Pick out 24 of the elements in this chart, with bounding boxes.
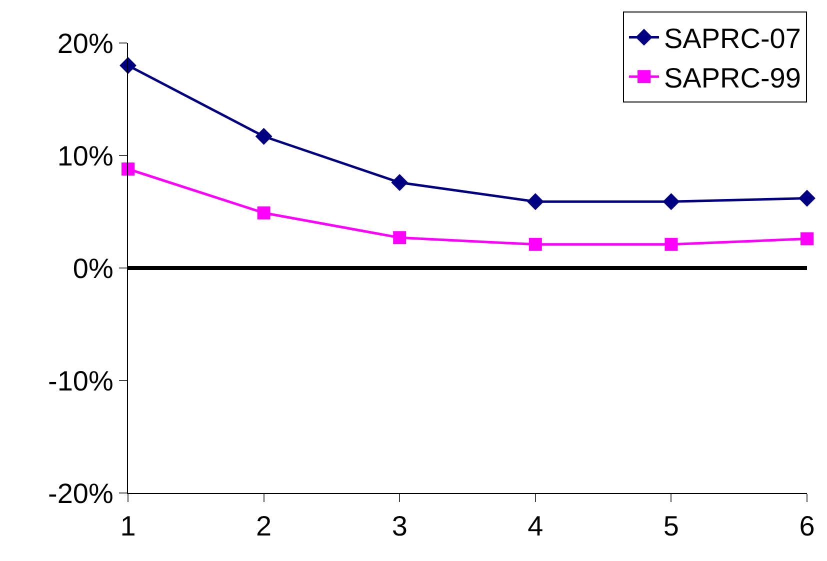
point — [800, 232, 814, 246]
point — [257, 206, 270, 220]
point — [528, 238, 542, 251]
point — [122, 162, 134, 176]
point — [391, 174, 408, 191]
y-tick-label: -10% — [48, 365, 114, 396]
point — [393, 231, 406, 244]
x-tick-label: 5 — [663, 510, 679, 542]
x-tick-label: 3 — [392, 510, 408, 542]
y-tick-label: 0% — [72, 252, 114, 284]
x-tick-label: 1 — [120, 510, 136, 542]
x-tick-label: 4 — [528, 510, 544, 542]
y-tick-label: 20% — [57, 28, 114, 59]
x-tick-label: 2 — [256, 510, 272, 542]
point — [526, 193, 544, 210]
legend-label: SAPRC-07 — [664, 23, 801, 54]
point — [255, 128, 272, 145]
x-tick-label: 6 — [799, 510, 815, 542]
point — [664, 238, 678, 251]
point — [798, 190, 816, 207]
point — [662, 193, 680, 210]
y-tick-label: -20% — [48, 478, 114, 509]
legend-label: SAPRC-99 — [664, 62, 801, 94]
y-tick-label: 10% — [57, 140, 114, 172]
